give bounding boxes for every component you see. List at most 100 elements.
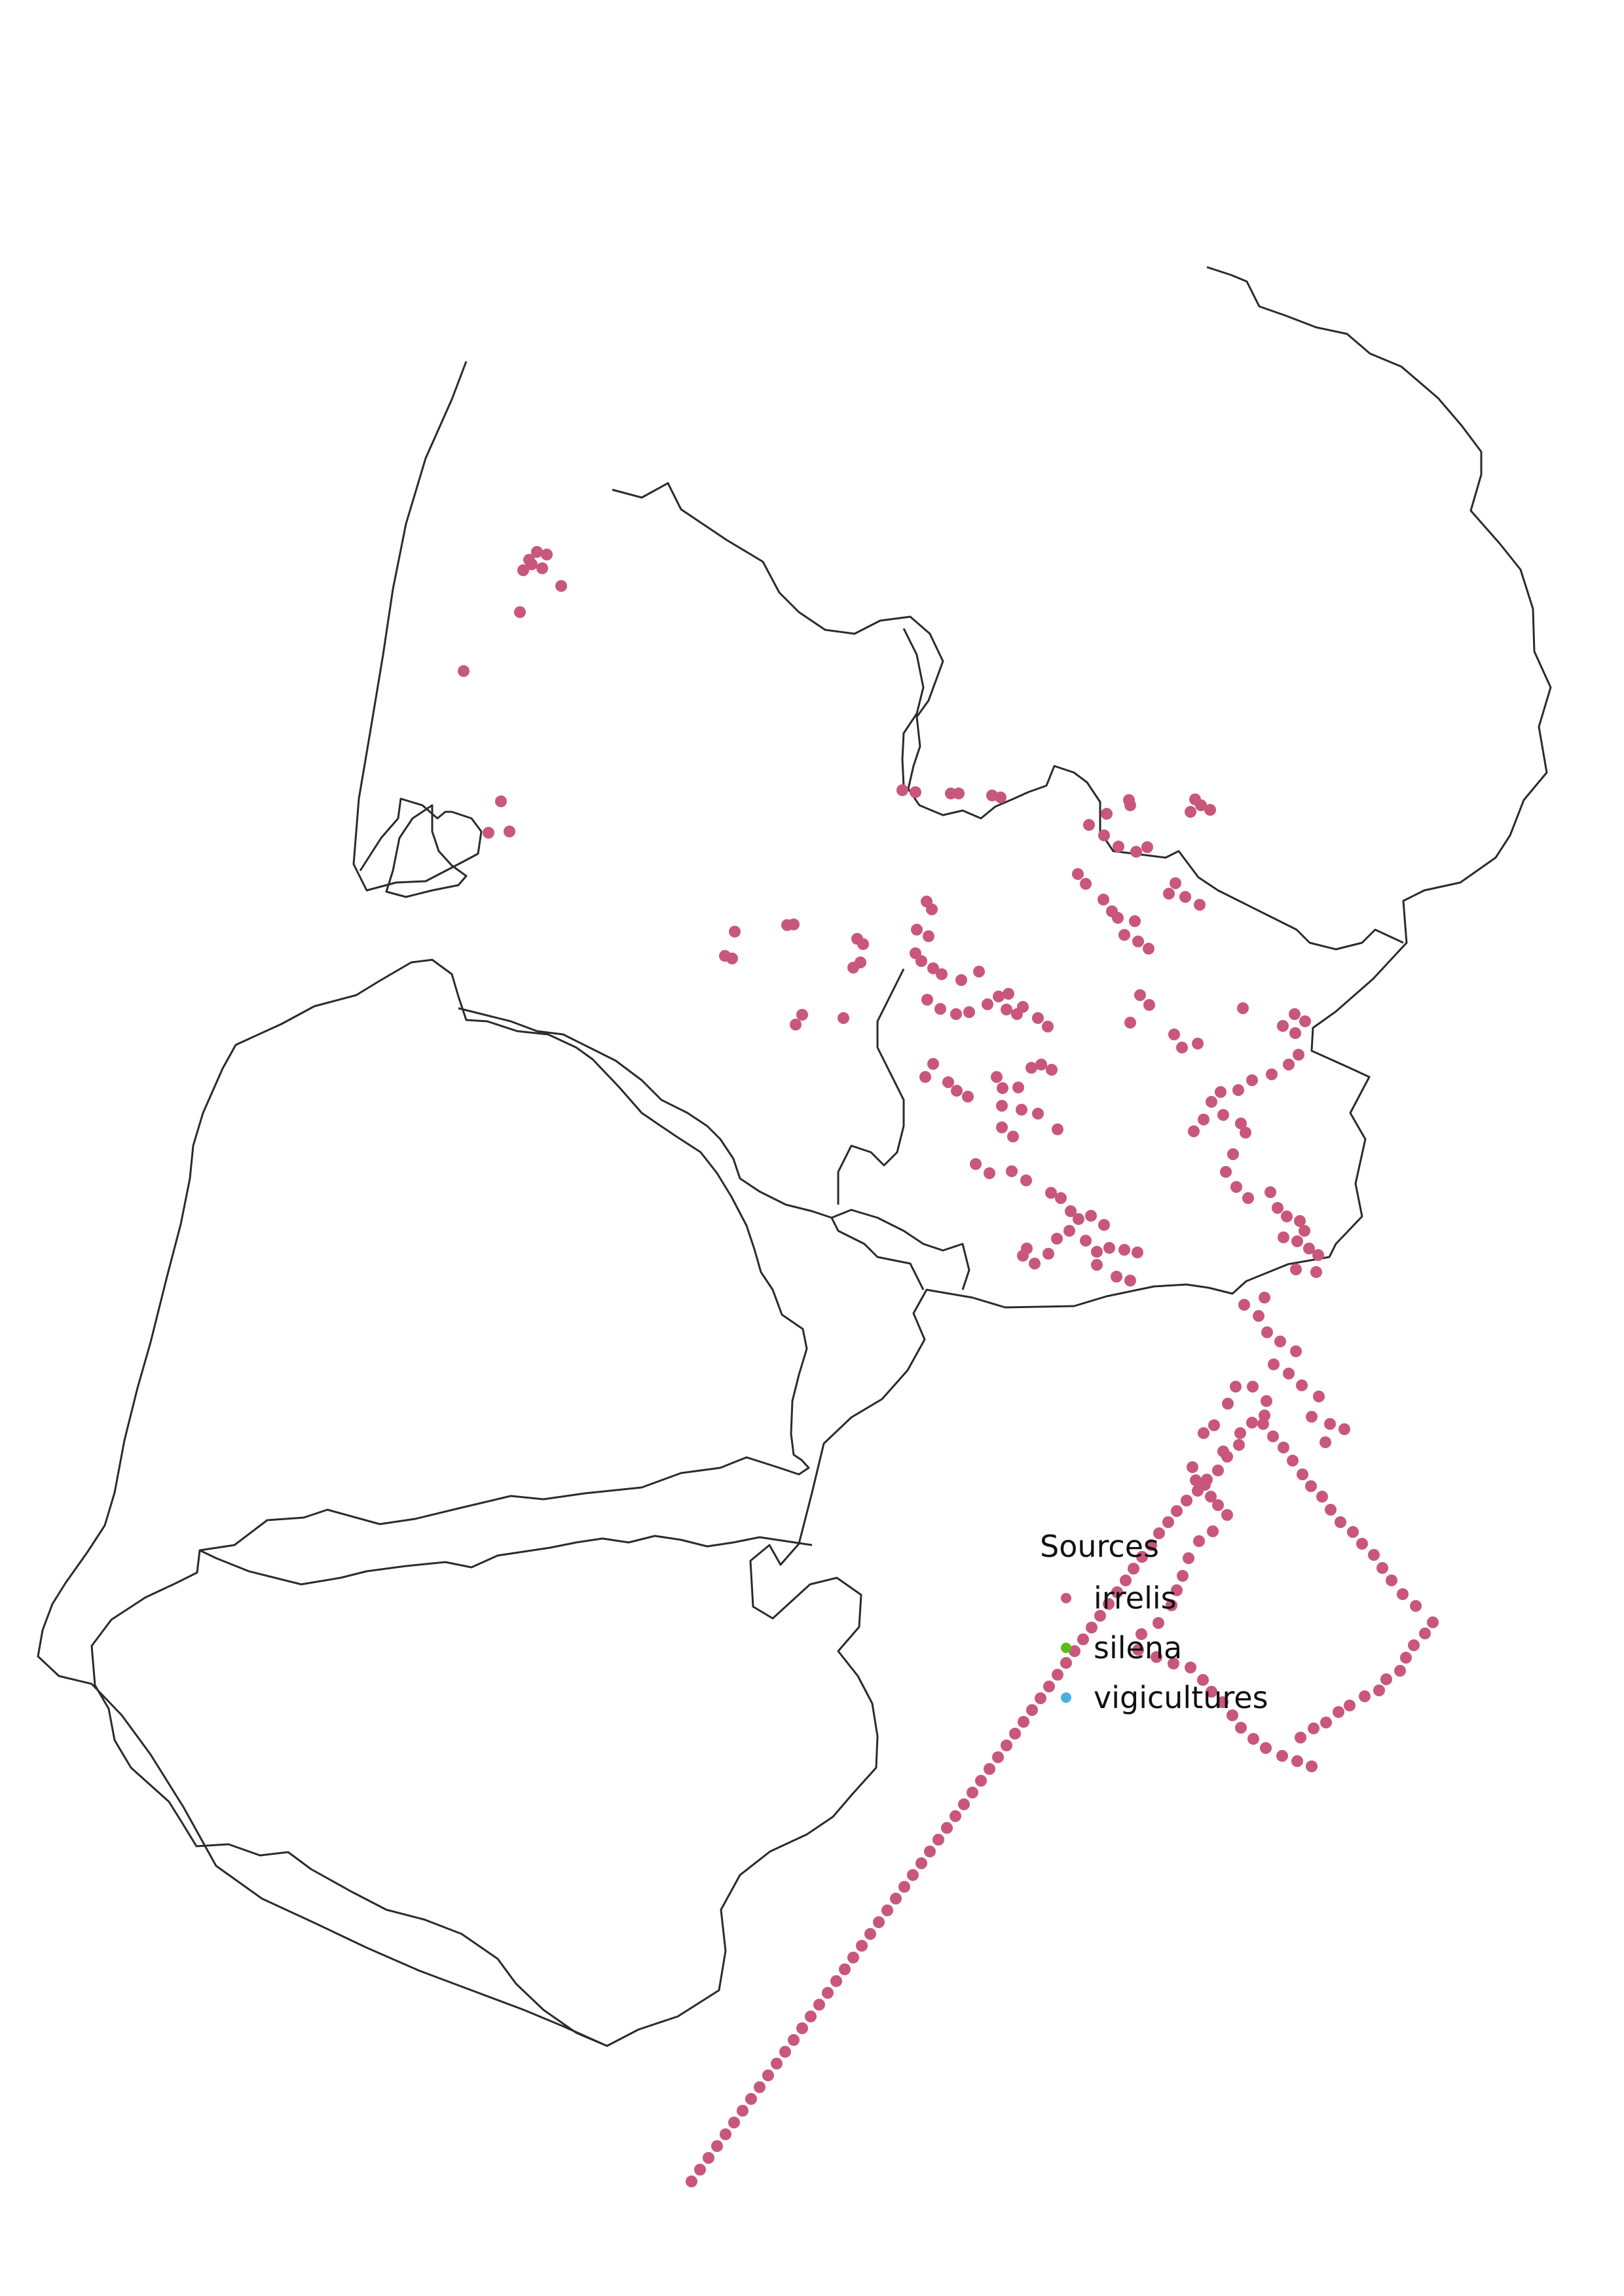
point-irrelis bbox=[962, 1091, 974, 1102]
point-irrelis bbox=[963, 1006, 975, 1018]
point-irrelis bbox=[1051, 1233, 1063, 1245]
point-irrelis bbox=[1278, 1231, 1289, 1243]
point-irrelis bbox=[1197, 1674, 1209, 1686]
point-irrelis bbox=[754, 2081, 766, 2093]
map-legend: Sources irrelis silena vigicultures bbox=[1040, 1529, 1268, 1722]
point-irrelis bbox=[1018, 1716, 1029, 1728]
point-irrelis bbox=[1069, 1645, 1080, 1657]
point-irrelis bbox=[992, 1751, 1004, 1763]
point-irrelis bbox=[951, 1085, 963, 1097]
legend-item-irrelis: irrelis bbox=[1040, 1573, 1268, 1623]
point-irrelis bbox=[982, 998, 993, 1010]
point-irrelis bbox=[856, 1940, 868, 1952]
point-irrelis bbox=[1091, 1246, 1103, 1258]
point-irrelis bbox=[1077, 1633, 1089, 1645]
point-irrelis bbox=[1312, 1249, 1324, 1261]
point-irrelis bbox=[796, 1009, 808, 1021]
point-irrelis bbox=[1112, 912, 1124, 924]
point-irrelis bbox=[975, 1775, 987, 1787]
point-irrelis bbox=[1419, 1628, 1431, 1639]
point-irrelis bbox=[1163, 888, 1175, 900]
point-irrelis bbox=[1111, 1586, 1123, 1598]
point-irrelis bbox=[1063, 1225, 1075, 1237]
point-irrelis bbox=[1187, 1461, 1198, 1473]
point-irrelis bbox=[822, 1987, 834, 1999]
legend-swatch-silena bbox=[1061, 1643, 1071, 1653]
point-irrelis bbox=[881, 1904, 893, 1916]
point-irrelis bbox=[1238, 1299, 1250, 1311]
point-irrelis bbox=[1193, 1535, 1205, 1547]
point-irrelis bbox=[1124, 799, 1136, 811]
point-irrelis bbox=[993, 991, 1005, 1002]
coastline-bassin bbox=[385, 804, 468, 898]
point-irrelis bbox=[1306, 1411, 1318, 1423]
point-irrelis bbox=[915, 955, 927, 967]
point-irrelis bbox=[1192, 1485, 1204, 1497]
point-irrelis bbox=[1313, 1391, 1325, 1402]
point-irrelis bbox=[1006, 1165, 1018, 1177]
point-irrelis bbox=[996, 1100, 1008, 1112]
point-irrelis bbox=[1289, 1008, 1301, 1020]
point-irrelis bbox=[1052, 1669, 1063, 1681]
point-irrelis bbox=[838, 1012, 849, 1024]
point-irrelis bbox=[1276, 1750, 1288, 1762]
point-irrelis bbox=[1046, 1064, 1058, 1076]
department-boundary bbox=[352, 361, 483, 892]
point-irrelis bbox=[1001, 1004, 1012, 1015]
point-irrelis bbox=[1098, 1219, 1110, 1231]
point-irrelis bbox=[1227, 1148, 1239, 1160]
point-irrelis bbox=[1025, 1062, 1037, 1074]
point-irrelis bbox=[1205, 1491, 1217, 1503]
point-irrelis bbox=[1129, 915, 1141, 927]
point-irrelis bbox=[1212, 1465, 1224, 1476]
point-irrelis bbox=[1185, 1662, 1196, 1673]
point-irrelis bbox=[1344, 1700, 1356, 1711]
point-irrelis bbox=[1171, 1505, 1183, 1517]
point-irrelis bbox=[1408, 1639, 1420, 1651]
point-irrelis bbox=[1206, 1096, 1217, 1108]
point-irrelis bbox=[919, 1071, 931, 1083]
point-irrelis bbox=[1035, 1692, 1046, 1704]
point-irrelis bbox=[1338, 1423, 1350, 1435]
point-irrelis bbox=[1168, 1658, 1179, 1669]
point-irrelis bbox=[541, 549, 553, 560]
point-irrelis bbox=[1153, 1527, 1165, 1539]
point-irrelis bbox=[1204, 804, 1216, 816]
point-irrelis bbox=[910, 786, 921, 798]
point-irrelis bbox=[1212, 1499, 1224, 1511]
point-irrelis bbox=[1153, 1617, 1164, 1629]
point-irrelis bbox=[1220, 1166, 1232, 1178]
point-irrelis bbox=[1001, 1740, 1012, 1751]
department-boundary bbox=[830, 1217, 925, 1290]
point-irrelis bbox=[1113, 841, 1124, 852]
point-irrelis bbox=[830, 1975, 842, 1987]
point-irrelis bbox=[1198, 1114, 1209, 1125]
point-irrelis bbox=[728, 2117, 740, 2128]
point-irrelis bbox=[504, 826, 515, 837]
point-irrelis bbox=[1297, 1468, 1308, 1480]
legend-swatch-irrelis bbox=[1061, 1593, 1071, 1603]
point-irrelis bbox=[517, 564, 529, 576]
point-irrelis bbox=[1098, 894, 1109, 905]
point-irrelis bbox=[1055, 1192, 1067, 1204]
point-irrelis bbox=[1335, 1516, 1346, 1528]
point-irrelis bbox=[1043, 1248, 1054, 1260]
point-irrelis bbox=[1132, 1247, 1143, 1258]
point-irrelis bbox=[694, 2164, 706, 2176]
department-boundary bbox=[612, 482, 1404, 951]
point-irrelis bbox=[788, 919, 800, 930]
point-irrelis bbox=[1185, 806, 1196, 818]
point-irrelis bbox=[1170, 877, 1181, 889]
point-irrelis bbox=[1065, 1205, 1077, 1217]
point-irrelis bbox=[1295, 1732, 1306, 1743]
department-boundary bbox=[458, 1007, 970, 1290]
series-irrelis bbox=[458, 546, 1439, 2187]
point-irrelis bbox=[1195, 799, 1207, 811]
point-irrelis bbox=[1373, 1685, 1385, 1696]
point-irrelis bbox=[1253, 1310, 1264, 1322]
point-irrelis bbox=[1227, 1709, 1238, 1721]
point-irrelis bbox=[1233, 1439, 1245, 1451]
point-irrelis bbox=[864, 1928, 876, 1940]
point-irrelis bbox=[1190, 1474, 1202, 1486]
point-irrelis bbox=[1296, 1379, 1308, 1391]
